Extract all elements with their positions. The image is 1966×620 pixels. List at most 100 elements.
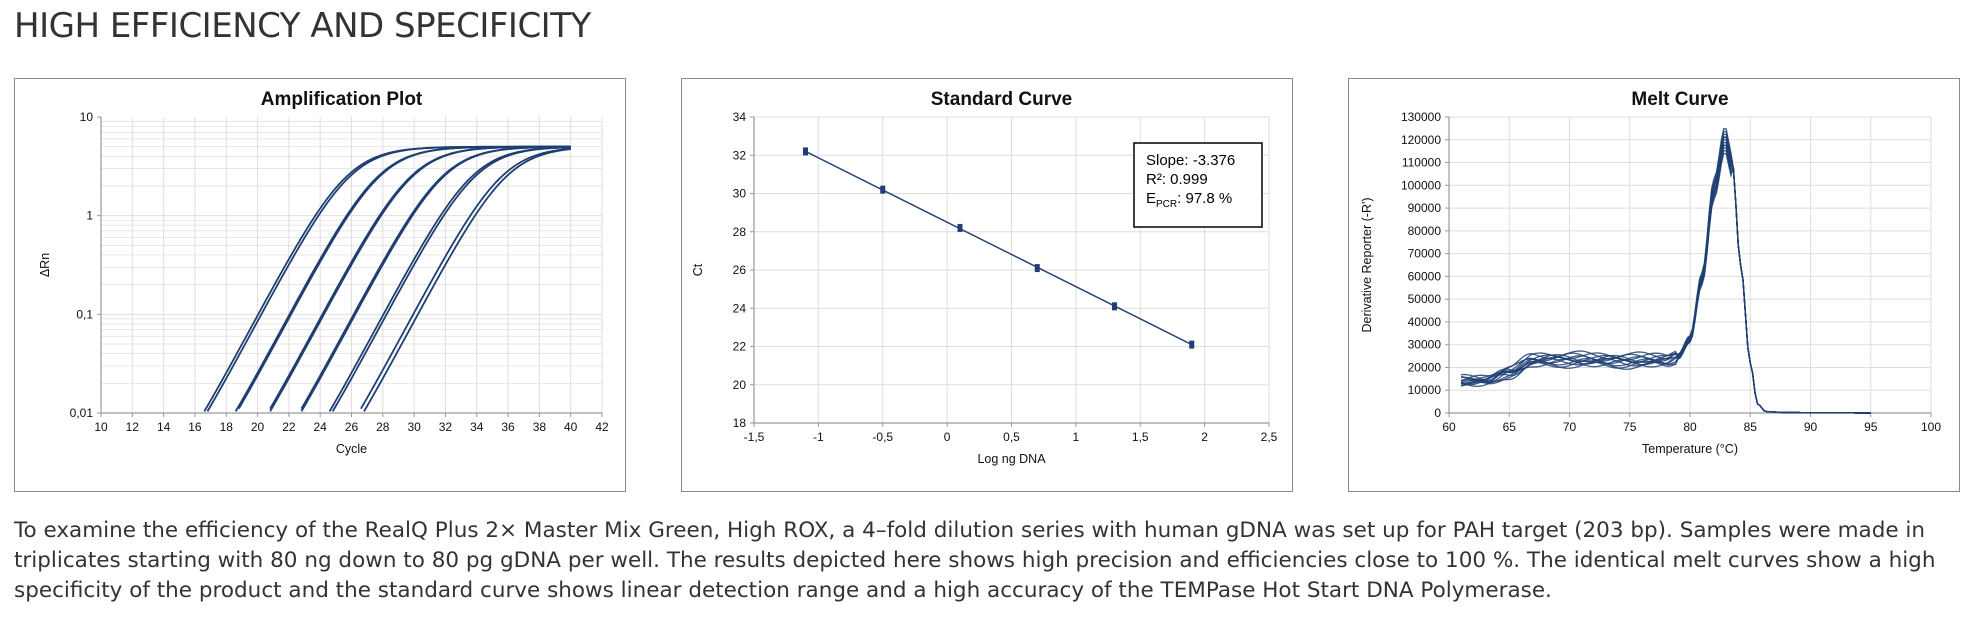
standard-curve-chart: -1,5 -1 -0,5 0 0,5 1 1,5 2 2,5 18 20 22 24 26 28 30 32 34… <box>691 89 1278 466</box>
x-tick-label: 80 <box>1683 420 1697 434</box>
data-point <box>880 185 886 194</box>
x-tick-label: -1 <box>813 430 824 444</box>
y-tick-label: 30 <box>733 187 747 201</box>
x-tick-label: 1,5 <box>1132 430 1149 444</box>
slope-label: Slope: -3.376 <box>1146 152 1235 169</box>
x-tick-label: 18 <box>220 420 234 434</box>
x-axis-label: Cycle <box>336 442 367 456</box>
x-tick-label: 40 <box>564 420 578 434</box>
x-tick-label: 12 <box>126 420 140 434</box>
y-tick-label: 70000 <box>1408 247 1442 261</box>
y-tick-label: 90000 <box>1408 201 1442 215</box>
figure-caption: To examine the efficiency of the RealQ P… <box>14 518 1936 603</box>
x-tick-label: 24 <box>314 420 328 434</box>
y-tick-label: 50000 <box>1408 292 1442 306</box>
y-tick-label: 130000 <box>1401 110 1441 124</box>
melt-series-line <box>1460 147 1871 414</box>
x-tick-label: 0,5 <box>1003 430 1020 444</box>
chart-title: Standard Curve <box>931 89 1072 110</box>
x-axis-label: Temperature (°C) <box>1642 442 1738 456</box>
amplification-series-line <box>300 145 571 412</box>
data-point <box>803 147 808 156</box>
amplification-series-line <box>269 145 571 412</box>
efficiency-prefix: E <box>1146 190 1156 207</box>
y-tick-label: 10000 <box>1408 383 1442 397</box>
y-tick-label: 28 <box>733 225 747 239</box>
x-tick-label: 100 <box>1921 420 1941 434</box>
amplification-plot-chart: 10 12 14 16 18 20 22 24 26 28 30 32 34 36 38 40 42 0,01 0,… <box>38 89 609 456</box>
x-tick-label: 22 <box>282 420 296 434</box>
y-tick-label: 40000 <box>1408 315 1442 329</box>
amplification-series-line <box>328 146 571 412</box>
y-tick-label: 60000 <box>1408 269 1442 283</box>
y-tick-label: 10 <box>80 110 94 124</box>
y-tick-label: 0,01 <box>70 406 94 420</box>
y-axis-label: ΔRn <box>38 253 52 277</box>
x-tick-label: -1,5 <box>744 430 765 444</box>
x-tick-label: 16 <box>188 420 202 434</box>
melt-series-line <box>1460 150 1871 414</box>
x-tick-label: 26 <box>345 420 359 434</box>
efficiency-value: : 97.8 % <box>1177 190 1232 207</box>
x-tick-label: 90 <box>1804 420 1818 434</box>
y-tick-label: 80000 <box>1408 224 1442 238</box>
efficiency-label: EPCR: 97.8 % <box>1146 190 1232 210</box>
page-heading: HIGH EFFICIENCY AND SPECIFICITY <box>14 6 591 46</box>
y-tick-label: 20000 <box>1408 360 1442 374</box>
x-tick-label: 65 <box>1503 420 1517 434</box>
amplification-series-line <box>360 147 571 410</box>
standard-curve-panel: -1,5 -1 -0,5 0 0,5 1 1,5 2 2,5 18 20 22 24 26 28 30 32 34… <box>681 78 1293 492</box>
x-tick-label: 38 <box>533 420 547 434</box>
trend-line <box>805 150 1193 346</box>
x-tick-label: 34 <box>470 420 484 434</box>
y-tick-label: 26 <box>733 263 747 277</box>
melt-series-line <box>1460 141 1871 414</box>
chart-title: Melt Curve <box>1631 89 1728 110</box>
y-tick-label: 0 <box>1434 406 1441 420</box>
x-tick-label: -0,5 <box>872 430 893 444</box>
y-tick-label: 0,1 <box>76 307 93 321</box>
data-point <box>957 223 963 232</box>
stats-box <box>1133 142 1263 228</box>
data-point <box>1034 264 1040 273</box>
melt-series-line <box>1461 127 1871 414</box>
x-tick-label: 0 <box>944 430 951 444</box>
y-tick-label: 24 <box>733 301 747 315</box>
efficiency-subscript: PCR <box>1156 199 1177 210</box>
y-tick-label: 32 <box>733 148 747 162</box>
x-tick-label: 32 <box>439 420 453 434</box>
x-tick-label: 30 <box>407 420 421 434</box>
amplification-series-line <box>206 145 571 412</box>
amplification-series-line <box>363 148 571 412</box>
x-tick-label: 14 <box>157 420 171 434</box>
chart-title: Amplification Plot <box>261 89 423 110</box>
y-tick-label: 22 <box>733 340 747 354</box>
y-tick-label: 1 <box>86 209 93 223</box>
y-tick-label: 34 <box>733 110 747 124</box>
x-tick-label: 2,5 <box>1261 430 1278 444</box>
melt-curve-panel: 60 65 70 75 80 85 90 95 100 0 10000 20000 30000 40000… <box>1348 78 1960 492</box>
amplification-series-line <box>331 146 571 412</box>
x-tick-label: 1 <box>1073 430 1080 444</box>
x-tick-label: 28 <box>376 420 390 434</box>
x-tick-label: 95 <box>1864 420 1878 434</box>
x-tick-label: 60 <box>1442 420 1456 434</box>
x-tick-label: 75 <box>1623 420 1637 434</box>
x-tick-label: 20 <box>251 420 265 434</box>
data-point <box>1189 340 1195 349</box>
y-tick-label: 100000 <box>1401 178 1441 192</box>
x-tick-label: 42 <box>595 420 609 434</box>
x-tick-label: 36 <box>501 420 515 434</box>
y-tick-label: 20 <box>733 378 747 392</box>
r-squared-label: R²: 0.999 <box>1146 171 1208 188</box>
x-tick-label: 70 <box>1563 420 1577 434</box>
y-tick-label: 120000 <box>1401 133 1441 147</box>
y-axis-label: Ct <box>691 263 705 276</box>
amplification-plot-panel: 10 12 14 16 18 20 22 24 26 28 30 32 34 36 38 40 42 0,01 0,… <box>14 78 626 492</box>
x-axis-label: Log ng DNA <box>977 452 1046 466</box>
y-axis-label: Derivative Reporter (-R') <box>1360 197 1374 332</box>
y-tick-label: 18 <box>733 416 747 430</box>
melt-curve-chart: 60 65 70 75 80 85 90 95 100 0 10000 20000 30000 40000… <box>1360 89 1941 456</box>
melt-series-line <box>1460 152 1871 414</box>
y-tick-label: 110000 <box>1402 156 1441 170</box>
